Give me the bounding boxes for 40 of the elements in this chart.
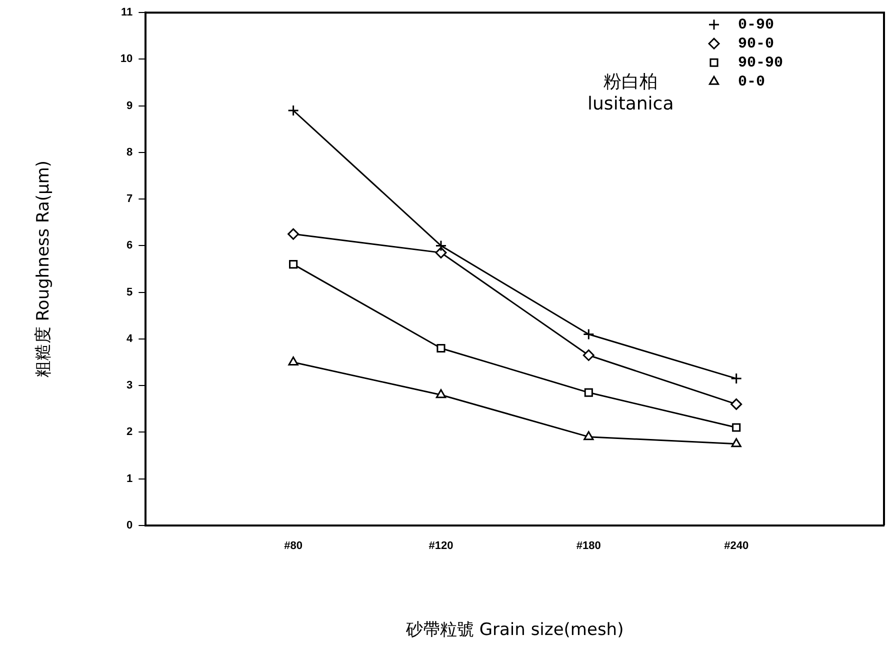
y-tick-label: 9 [126, 100, 133, 112]
y-tick-label: 11 [120, 6, 133, 19]
y-tick-label: 1 [126, 472, 133, 485]
point [288, 356, 298, 366]
legend-label: 90-90 [738, 54, 784, 72]
y-tick-label: 3 [126, 380, 133, 392]
x-axis-title: 砂帶粒號 Grain size(mesh) [404, 620, 624, 640]
point [730, 372, 742, 384]
point [288, 228, 300, 240]
annotation: lusitanica [588, 93, 674, 114]
y-tick-label: 8 [126, 146, 133, 158]
annotation: 粉白柏 [604, 71, 658, 92]
point [730, 398, 742, 410]
y-tick-label: 4 [126, 332, 134, 345]
x-tick-label: #180 [576, 540, 601, 552]
legend-label: 0-90 [738, 16, 774, 34]
y-tick-label: 10 [120, 53, 133, 66]
point [436, 389, 446, 398]
x-tick-label: #240 [724, 540, 749, 552]
point [435, 240, 447, 252]
point [288, 104, 300, 116]
point [289, 260, 298, 269]
legend-label: 0-0 [738, 73, 766, 90]
point [584, 388, 593, 397]
y-tick-label: 2 [126, 426, 133, 438]
x-tick-label: #120 [428, 540, 454, 552]
y-tick-label: 0 [126, 519, 133, 532]
point [584, 431, 594, 440]
point [732, 423, 741, 432]
y-axis-title: 粗糙度 Roughness Ra(μm) [34, 160, 54, 378]
y-tick-label: 5 [126, 286, 133, 298]
y-tick-label: 7 [126, 193, 133, 206]
point [582, 328, 594, 340]
point [436, 344, 446, 353]
point [731, 438, 742, 448]
y-tick-label: 6 [126, 240, 133, 252]
x-tick-label: #80 [284, 540, 302, 552]
point [435, 246, 447, 258]
legend-label: 90-0 [738, 35, 774, 52]
point [582, 349, 594, 361]
